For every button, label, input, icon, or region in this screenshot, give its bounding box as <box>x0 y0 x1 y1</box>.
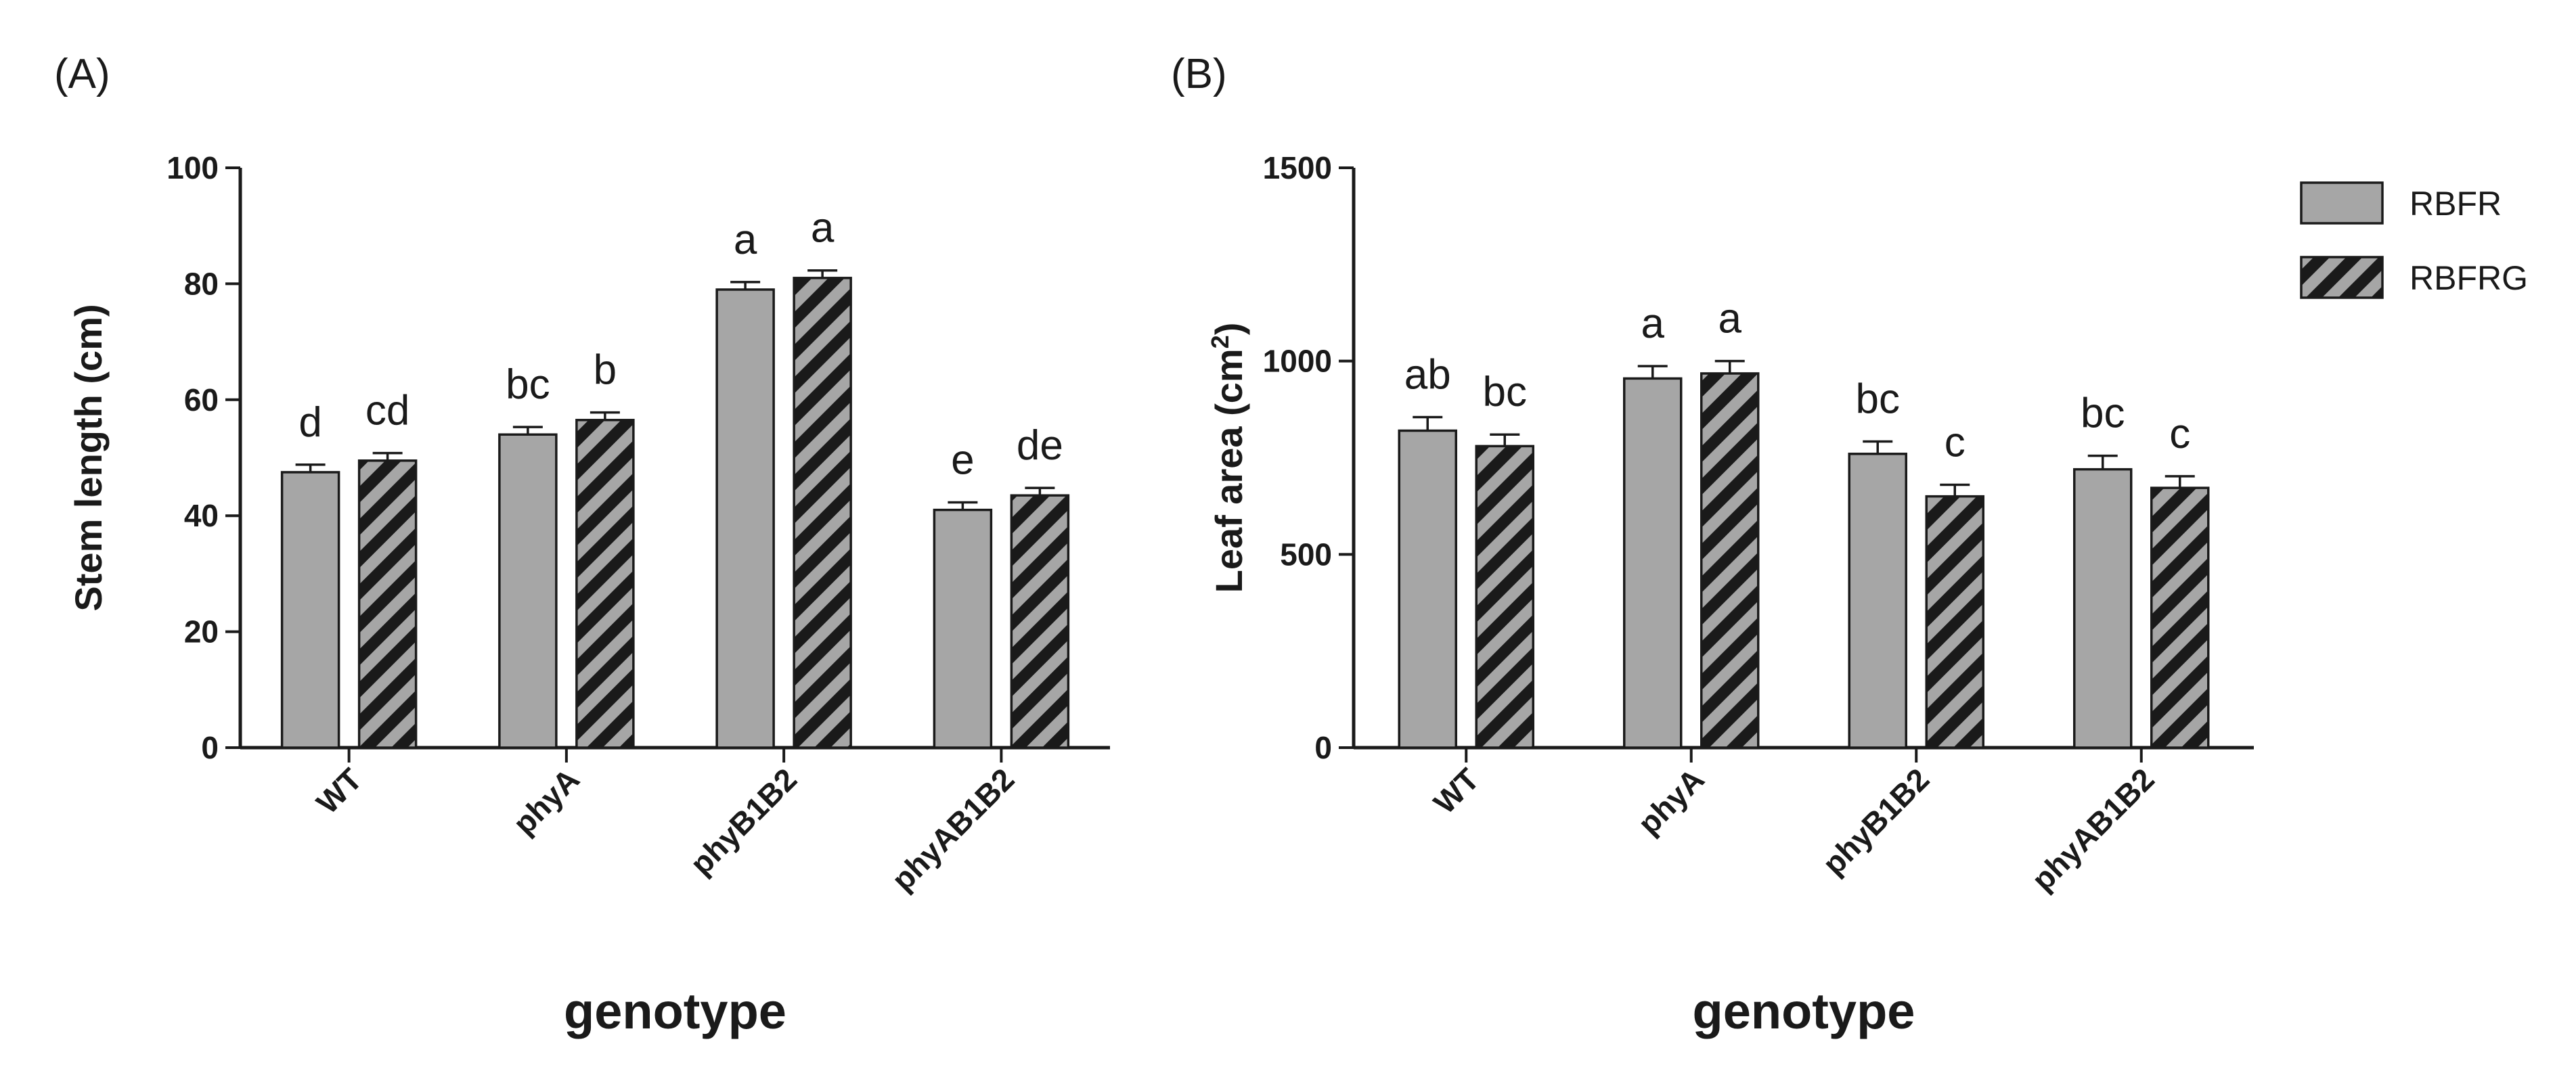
bar-rbfrg-wt <box>1475 445 1534 749</box>
y-tick-label: 500 <box>1280 537 1332 572</box>
category-label-wt: WT <box>1427 761 1486 820</box>
significance-letter: a <box>734 217 757 263</box>
category-label-phya: phyA <box>1631 761 1711 841</box>
significance-letter: cd <box>365 388 409 434</box>
significance-letter: a <box>811 205 835 252</box>
y-tick-label: 80 <box>184 266 219 301</box>
y-tick-label: 100 <box>166 150 219 185</box>
category-label-phyab1b2: phyAB1B2 <box>2025 761 2161 897</box>
bar-rbfr-phyb1b2 <box>1848 453 1907 749</box>
significance-letter: bc <box>2081 390 2125 437</box>
category-label-phyb1b2: phyB1B2 <box>683 761 803 882</box>
y-tick-label: 0 <box>1314 730 1332 765</box>
significance-letter: de <box>1017 422 1063 469</box>
significance-letter: a <box>1641 300 1665 347</box>
significance-letter: a <box>1718 296 1742 342</box>
panel-a-plot: 0 20 40 60 80 100 WT d cd phyA bc b phyB1B2 a a phyAB1B… <box>67 150 1110 1039</box>
bar-rbfr-phya <box>498 433 558 749</box>
significance-letter: c <box>1945 419 1966 466</box>
bar-rbfrg-phyb1b2 <box>1925 495 1984 749</box>
bar-rbfr-phya <box>1623 377 1683 749</box>
bar-rbfrg-phya <box>575 419 635 749</box>
y-axis-title: Leaf area (cm2) <box>1206 323 1250 593</box>
bar-rbfrg-phyb1b2 <box>793 277 852 749</box>
bar-rbfr-wt <box>280 471 340 749</box>
bar-rbfrg-wt <box>357 459 418 749</box>
legend-label-rbfr: RBFR <box>2410 185 2502 223</box>
legend: RBFR RBFRG <box>2300 181 2528 299</box>
x-axis-title: genotype <box>564 983 786 1039</box>
y-tick-label: 40 <box>184 498 219 533</box>
y-tick-label: 1000 <box>1263 344 1332 379</box>
legend-swatch-rbfrg <box>2300 256 2384 299</box>
legend-label-rbfrg: RBFRG <box>2410 259 2528 297</box>
category-label-phya: phyA <box>506 761 586 841</box>
bar-rbfr-phyab1b2 <box>933 508 993 749</box>
category-label-phyb1b2: phyB1B2 <box>1816 761 1936 882</box>
bar-rbfr-wt <box>1398 429 1457 749</box>
bar-rbfr-phyab1b2 <box>2073 468 2133 749</box>
bar-rbfrg-phyab1b2 <box>1010 494 1070 749</box>
significance-letter: b <box>594 347 617 394</box>
bar-rbfr-phyb1b2 <box>715 288 775 749</box>
category-label-wt: WT <box>309 761 368 820</box>
significance-letter: c <box>2169 411 2190 457</box>
y-tick-label: 20 <box>184 614 219 650</box>
significance-letter: d <box>298 399 321 446</box>
significance-letter: ab <box>1404 352 1451 399</box>
significance-letter: bc <box>506 361 550 408</box>
category-label-phyab1b2: phyAB1B2 <box>885 761 1021 897</box>
x-axis-title: genotype <box>1693 983 1915 1039</box>
significance-letter: e <box>951 436 974 483</box>
significance-letter: bc <box>1856 376 1900 423</box>
panel-b-label: (B) <box>1171 51 1227 97</box>
panel-a: (A) 0 20 40 60 80 100 WT d cd phyA bc b phyB1B2 a a phy… <box>54 51 1110 1039</box>
bar-rbfrg-phyab1b2 <box>2150 486 2210 749</box>
y-tick-label: 0 <box>201 730 219 765</box>
y-tick-label: 1500 <box>1263 150 1332 185</box>
legend-swatch-rbfr <box>2300 181 2384 225</box>
bar-rbfrg-phya <box>1700 372 1760 749</box>
significance-letter: bc <box>1483 369 1527 415</box>
panel-a-label: (A) <box>54 51 110 97</box>
y-tick-label: 60 <box>184 382 219 417</box>
y-axis-title: Stem length (cm) <box>67 304 110 611</box>
